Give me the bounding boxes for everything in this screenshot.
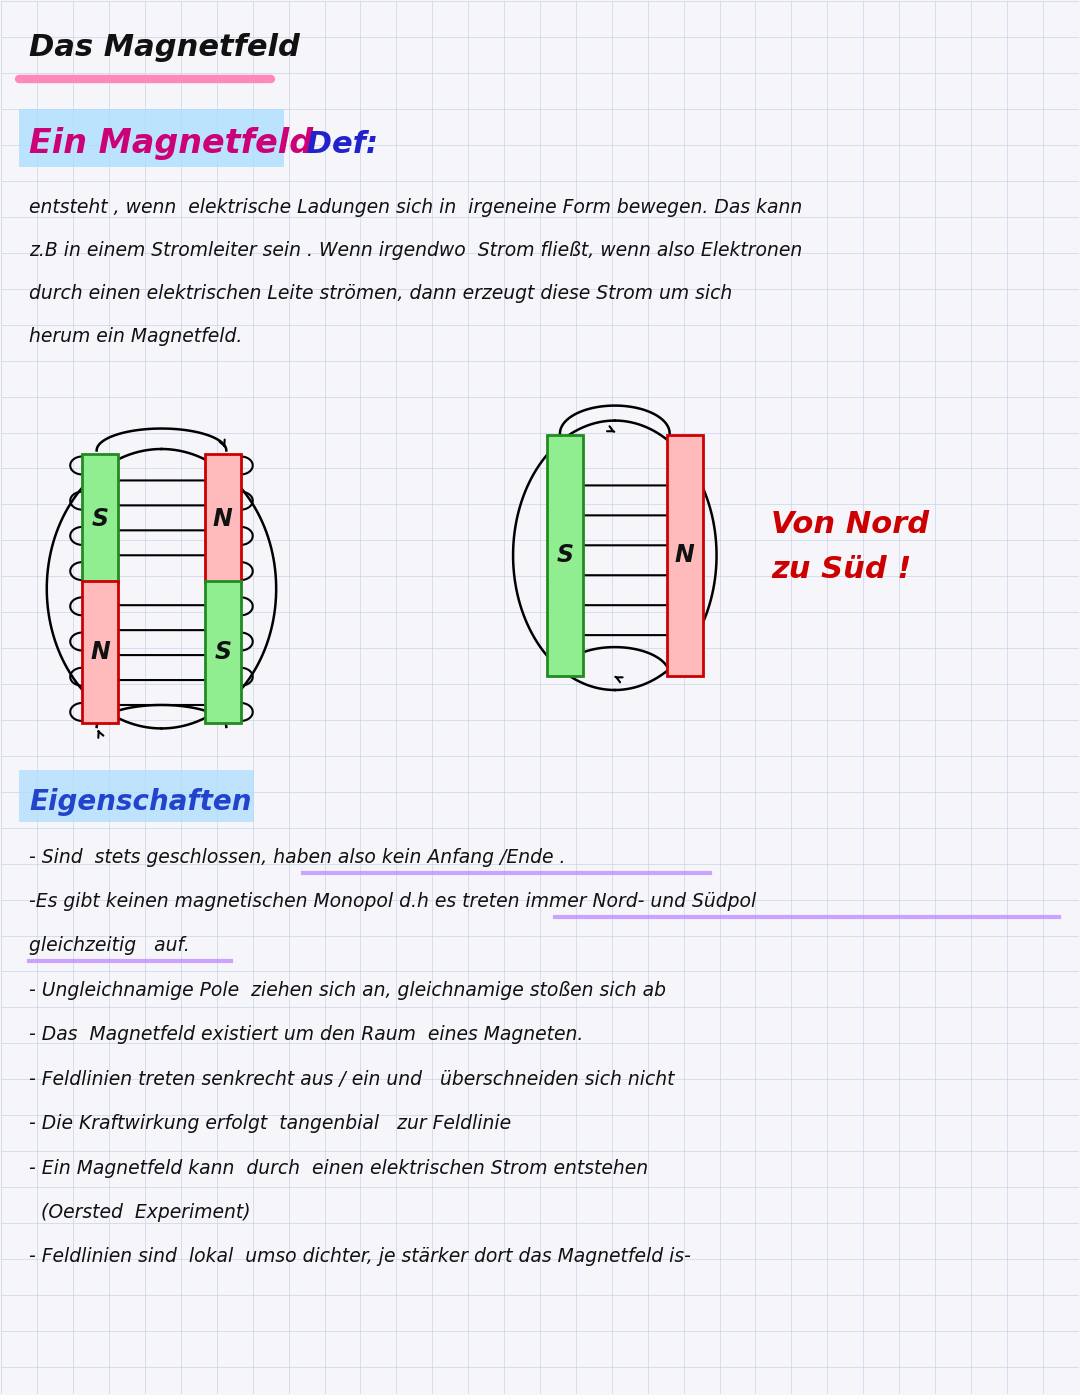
Text: - Feldlinien treten senkrecht aus / ein und   überschneiden sich nicht: - Feldlinien treten senkrecht aus / ein … <box>29 1070 675 1088</box>
FancyBboxPatch shape <box>19 770 254 822</box>
Text: Def:: Def: <box>296 130 378 159</box>
Text: S: S <box>92 506 109 531</box>
Text: Das Magnetfeld: Das Magnetfeld <box>29 33 300 63</box>
Text: - Feldlinien sind  lokal  umso dichter, je stärker dort das Magnetfeld is-: - Feldlinien sind lokal umso dichter, je… <box>29 1247 691 1267</box>
Text: - Ungleichnamige Pole  ziehen sich an, gleichnamige stoßen sich ab: - Ungleichnamige Pole ziehen sich an, gl… <box>29 981 666 1000</box>
Text: (Oersted  Experiment): (Oersted Experiment) <box>29 1202 251 1222</box>
Text: - Sind  stets geschlossen, haben also kein Anfang /Ende .: - Sind stets geschlossen, haben also kei… <box>29 848 566 866</box>
Text: Ein Magnetfeld: Ein Magnetfeld <box>29 127 313 160</box>
Text: S: S <box>556 543 573 568</box>
Text: durch einen elektrischen Leite strömen, dann erzeugt diese Strom um sich: durch einen elektrischen Leite strömen, … <box>29 283 732 303</box>
Text: entsteht , wenn  elektrische Ladungen sich in  irgeneine Form bewegen. Das kann: entsteht , wenn elektrische Ladungen sic… <box>29 198 802 218</box>
Text: - Die Kraftwirkung erfolgt  tangenbial   zur Feldlinie: - Die Kraftwirkung erfolgt tangenbial zu… <box>29 1115 512 1133</box>
Text: herum ein Magnetfeld.: herum ein Magnetfeld. <box>29 326 243 346</box>
FancyBboxPatch shape <box>205 582 241 723</box>
FancyBboxPatch shape <box>19 109 284 167</box>
Text: N: N <box>675 543 694 568</box>
FancyBboxPatch shape <box>666 434 703 677</box>
FancyBboxPatch shape <box>546 434 583 677</box>
FancyBboxPatch shape <box>205 455 241 583</box>
FancyBboxPatch shape <box>82 455 118 583</box>
Text: - Das  Magnetfeld existiert um den Raum  eines Magneten.: - Das Magnetfeld existiert um den Raum e… <box>29 1025 583 1045</box>
Text: Von Nord
zu Süd !: Von Nord zu Süd ! <box>771 511 930 585</box>
Text: Eigenschaften: Eigenschaften <box>29 788 252 816</box>
Text: N: N <box>213 506 232 531</box>
Text: S: S <box>214 640 231 664</box>
FancyBboxPatch shape <box>82 582 118 723</box>
Text: N: N <box>91 640 110 664</box>
Text: - Ein Magnetfeld kann  durch  einen elektrischen Strom entstehen: - Ein Magnetfeld kann durch einen elektr… <box>29 1159 648 1177</box>
Text: z.B in einem Stromleiter sein . Wenn irgendwo  Strom fließt, wenn also Elektrone: z.B in einem Stromleiter sein . Wenn irg… <box>29 241 802 259</box>
Text: -Es gibt keinen magnetischen Monopol d.h es treten immer Nord- und Südpol: -Es gibt keinen magnetischen Monopol d.h… <box>29 891 757 911</box>
Text: gleichzeitig   auf.: gleichzeitig auf. <box>29 936 190 956</box>
